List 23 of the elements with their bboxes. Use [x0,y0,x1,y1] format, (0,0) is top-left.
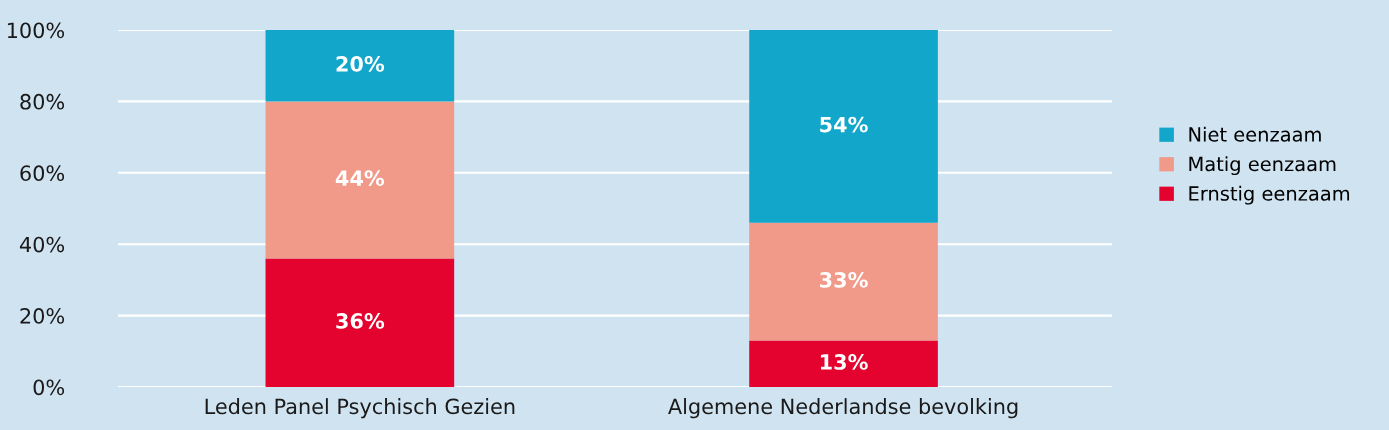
data-label: 54% [820,116,868,133]
bar [265,30,455,102]
data-label: 44% [335,170,385,186]
bar [749,30,938,223]
legend-label: Ernstig eenzaam [1189,185,1350,205]
y-tick-label: 60% [20,165,65,182]
y-tick-label: 20% [20,308,65,324]
x-tick-label: Algemene Nederlandse bevolking [668,398,1018,419]
y-tick-label: 40% [19,236,65,253]
bar [749,222,938,341]
bar [265,101,455,259]
legend-label: Matig eenzaam [1189,156,1336,176]
data-label: 36% [336,313,385,329]
legend-label: Niet eenzaam [1189,126,1321,142]
data-label: 20% [336,55,385,72]
y-tick-label: 0% [33,379,65,396]
bar [749,340,938,387]
x-tick-label: Leden Panel Psychisch Gezien [205,398,515,419]
bar [265,258,455,387]
data-label: 13% [820,354,868,370]
data-label: 33% [820,271,868,288]
y-tick-label: 100% [7,22,65,39]
y-tick-label: 80% [20,93,65,110]
